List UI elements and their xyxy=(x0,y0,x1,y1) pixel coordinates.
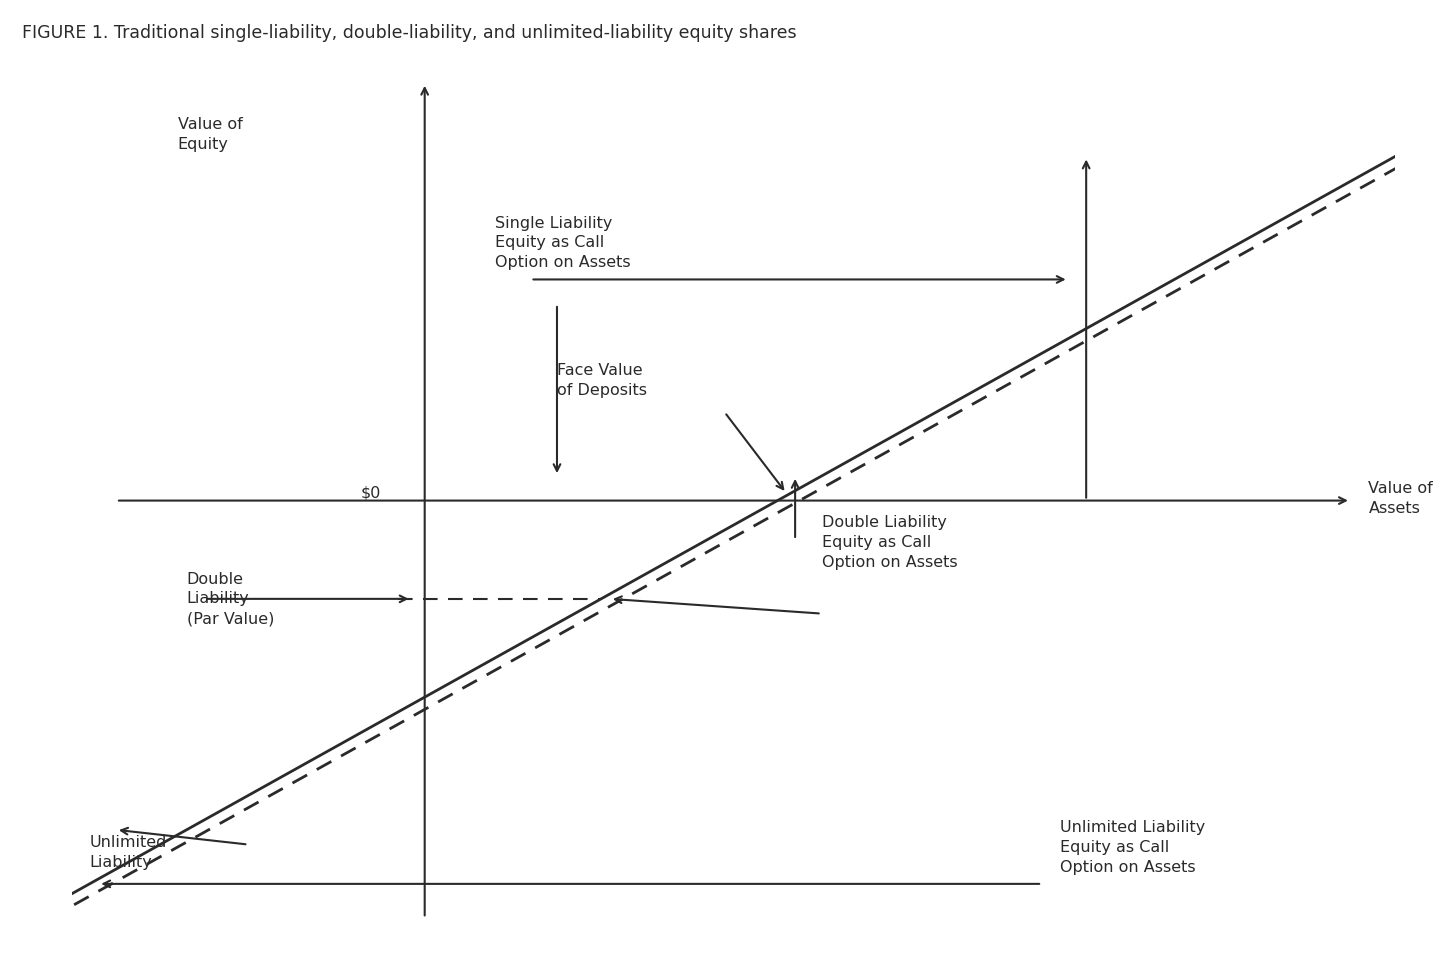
Text: Single Liability
Equity as Call
Option on Assets: Single Liability Equity as Call Option o… xyxy=(495,216,631,270)
Text: Double Liability
Equity as Call
Option on Assets: Double Liability Equity as Call Option o… xyxy=(821,515,958,570)
Text: Unlimited Liability
Equity as Call
Option on Assets: Unlimited Liability Equity as Call Optio… xyxy=(1060,820,1205,875)
Text: Value of
Assets: Value of Assets xyxy=(1369,481,1434,515)
Text: Double
Liability
(Par Value): Double Liability (Par Value) xyxy=(187,572,273,626)
Text: Face Value
of Deposits: Face Value of Deposits xyxy=(557,363,647,398)
Text: Value of
Equity: Value of Equity xyxy=(178,118,243,152)
Text: Unlimited
Liability: Unlimited Liability xyxy=(89,835,167,870)
Text: FIGURE 1. Traditional single-liability, double-liability, and unlimited-liabilit: FIGURE 1. Traditional single-liability, … xyxy=(22,24,797,43)
Text: $0: $0 xyxy=(360,486,381,501)
